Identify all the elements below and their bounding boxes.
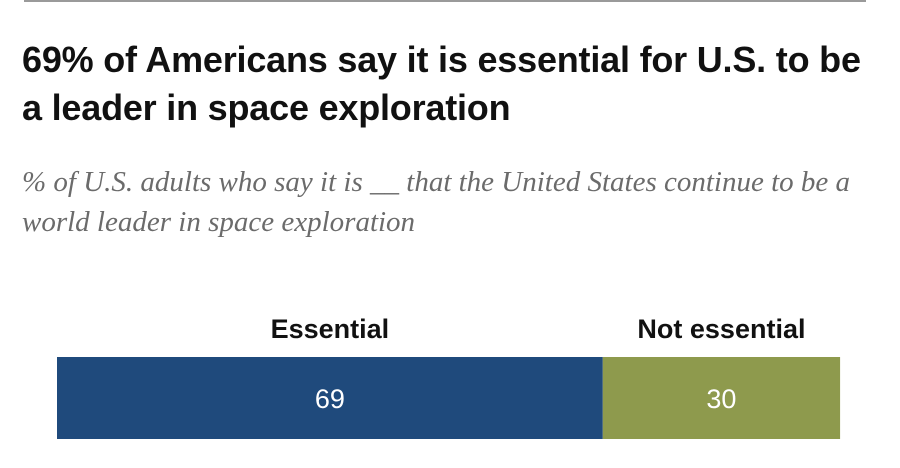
chart-subtitle: % of U.S. adults who say it is __ that t… <box>22 166 851 238</box>
chart-title: 69% of Americans say it is essential for… <box>22 39 861 128</box>
value-label-essential: 69 <box>315 384 345 414</box>
value-label-not-essential: 30 <box>706 384 736 414</box>
category-label-essential: Essential <box>271 314 390 344</box>
top-divider <box>24 0 866 2</box>
bar-segment-essential <box>57 357 603 439</box>
bar-segment-not-essential <box>602 357 841 439</box>
chart-svg: Essential 69 Not essential 30 <box>57 314 841 439</box>
stacked-bar-chart: Essential 69 Not essential 30 <box>0 300 900 468</box>
category-label-not-essential: Not essential <box>637 314 805 344</box>
